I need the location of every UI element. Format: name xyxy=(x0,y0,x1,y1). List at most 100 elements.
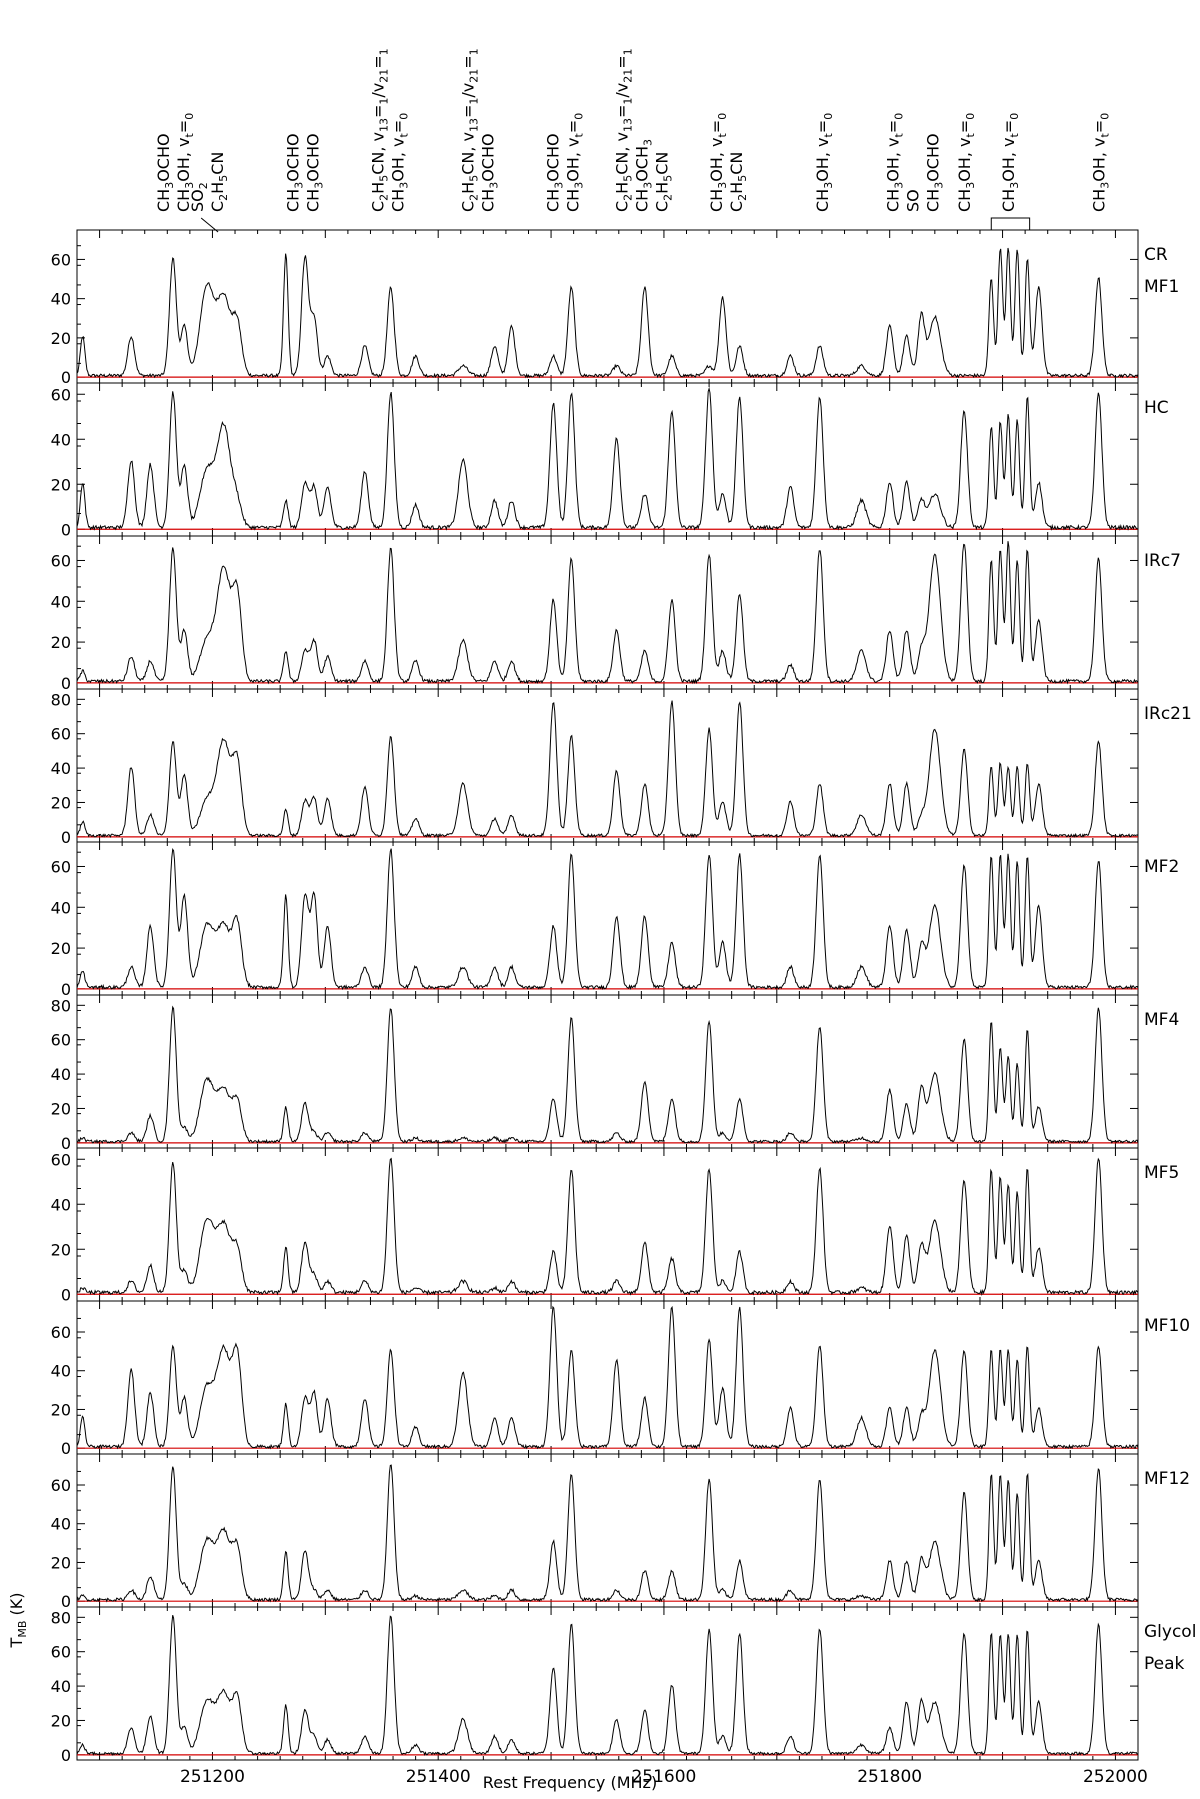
panel-hc: 0 20 40 60 HC xyxy=(51,382,1169,539)
y-tick-label: 60 xyxy=(51,1031,71,1050)
y-tick-label: 0 xyxy=(61,1134,71,1153)
panel-label: Glycol xyxy=(1144,1622,1196,1642)
y-tick-label: 20 xyxy=(51,939,71,958)
y-tick-label: 40 xyxy=(51,898,71,917)
line-id-label: CH3​OH, vt​=0​ xyxy=(563,113,585,212)
line-id-label: CH3​OH, vt​=0​ xyxy=(388,113,410,212)
panel-frame xyxy=(76,1606,1139,1761)
x-tick-label: 252000 xyxy=(1083,1767,1148,1787)
panel-irc21: 0 20 40 60 80 IRc21 xyxy=(51,688,1192,847)
spectrum-line xyxy=(76,247,1139,379)
panel-frame xyxy=(76,994,1139,1149)
spectrum-line xyxy=(76,1464,1139,1603)
y-tick-label: 20 xyxy=(51,1240,71,1259)
panel-frame xyxy=(76,382,1139,537)
line-id-label: C2​H5​CN, v13​=1​/v21​=1​ xyxy=(368,48,390,212)
y-tick-label: 60 xyxy=(51,250,71,269)
spectrum-line xyxy=(76,386,1139,531)
panel-label: MF5 xyxy=(1144,1163,1179,1183)
y-tick-label: 0 xyxy=(61,828,71,847)
y-tick-label: 40 xyxy=(51,1195,71,1214)
y-tick-label: 60 xyxy=(51,725,71,744)
panel-label: IRc7 xyxy=(1144,551,1181,571)
panel-frame xyxy=(76,688,1139,843)
y-tick-label: 20 xyxy=(51,1711,71,1730)
y-tick-label: 20 xyxy=(51,1400,71,1419)
spectrum-line xyxy=(76,541,1139,685)
y-tick-label: 0 xyxy=(61,1285,71,1304)
spectrum-line xyxy=(76,1615,1139,1756)
x-tick-label: 251800 xyxy=(857,1767,922,1787)
y-tick-label: 20 xyxy=(51,1553,71,1572)
line-id-label: CH3​OH, vt​=0​ xyxy=(955,113,977,212)
y-tick-label: 60 xyxy=(51,1323,71,1342)
line-id-label: CH3​OCHO xyxy=(284,133,306,212)
spectrum-line xyxy=(76,700,1139,839)
panel-label: MF12 xyxy=(1144,1469,1190,1489)
y-tick-label: 0 xyxy=(61,674,71,693)
panel-label: HC xyxy=(1144,398,1169,418)
y-tick-label: 40 xyxy=(51,1515,71,1534)
panel-frame xyxy=(76,841,1139,996)
y-tick-label: 60 xyxy=(51,1476,71,1495)
y-axis-title: TMB (K) xyxy=(7,1593,29,1649)
spectrum-line xyxy=(76,1157,1139,1297)
spectrum-line xyxy=(76,1305,1139,1450)
line-id-label: SO xyxy=(903,189,922,212)
line-id-label: SO2​ xyxy=(188,182,210,212)
line-id-label: CH3​OCH3​ xyxy=(632,139,654,212)
group-bracket xyxy=(990,217,1031,230)
y-tick-label: 0 xyxy=(61,368,71,387)
panel-irc7: 0 20 40 60 IRc7 xyxy=(51,535,1181,693)
y-tick-label: 40 xyxy=(51,1065,71,1084)
line-id-label: C2​H5​CN, v13​=1​/v21​=1​ xyxy=(459,48,481,212)
line-id-label: C2​H5​CN xyxy=(208,152,230,212)
y-tick-label: 20 xyxy=(51,329,71,348)
y-tick-label: 0 xyxy=(61,980,71,999)
x-tick-label: 251400 xyxy=(406,1767,471,1787)
line-id-label: CH3​OH, vt​=0​ xyxy=(999,113,1021,212)
line-id-label: CH3​OH, vt​=0​ xyxy=(813,113,835,212)
panel-label: MF2 xyxy=(1144,857,1179,877)
panel-label: MF10 xyxy=(1144,1316,1190,1336)
line-id-label: CH3​OH, vt​=0​ xyxy=(1090,113,1112,212)
panel-label: MF4 xyxy=(1144,1010,1179,1030)
x-tick-label: 251600 xyxy=(631,1767,696,1787)
line-id-label: CH3​OH, vt​=0​ xyxy=(707,113,729,212)
panel-label: MF1 xyxy=(1144,277,1179,297)
line-id-label: CH3​OCHO xyxy=(304,133,326,212)
x-tick-label: 251200 xyxy=(180,1767,245,1787)
line-id-label: CH3​OCHO xyxy=(479,133,501,212)
y-tick-label: 0 xyxy=(61,1746,71,1765)
line-id-label: CH3​OCHO xyxy=(923,133,945,212)
line-id-label: C2​H5​CN xyxy=(652,152,674,212)
panel-mf5: 0 20 40 60 MF5 xyxy=(51,1147,1179,1304)
panel-cr-mf1: 0 20 40 60 CR MF1 xyxy=(51,229,1179,387)
y-tick-label: 0 xyxy=(61,1592,71,1611)
panel-frame xyxy=(76,229,1139,384)
y-tick-label: 60 xyxy=(51,1643,71,1662)
y-tick-label: 0 xyxy=(61,1439,71,1458)
panel-frame xyxy=(76,1147,1139,1302)
panel-mf12: 0 20 40 60 MF12 xyxy=(51,1453,1190,1611)
y-tick-label: 80 xyxy=(51,1608,71,1627)
y-tick-label: 80 xyxy=(51,996,71,1015)
panel-label: Peak xyxy=(1144,1654,1185,1674)
panel-glycol-peak: 0 20 40 60 80 Glycol Peak xyxy=(51,1606,1196,1765)
y-tick-label: 80 xyxy=(51,690,71,709)
spectrum-line xyxy=(76,1005,1139,1144)
y-tick-label: 40 xyxy=(51,592,71,611)
line-id-label: CH3​OCHO xyxy=(543,133,565,212)
panel-mf4: 0 20 40 60 80 MF4 xyxy=(51,994,1179,1153)
y-tick-label: 20 xyxy=(51,633,71,652)
y-tick-label: 20 xyxy=(51,1099,71,1118)
y-tick-label: 40 xyxy=(51,290,71,309)
y-tick-label: 20 xyxy=(51,475,71,494)
panel-label: CR xyxy=(1144,245,1168,265)
line-id-label: CH3​OH, vt​=0​ xyxy=(883,113,905,212)
y-tick-label: 60 xyxy=(51,1150,71,1169)
